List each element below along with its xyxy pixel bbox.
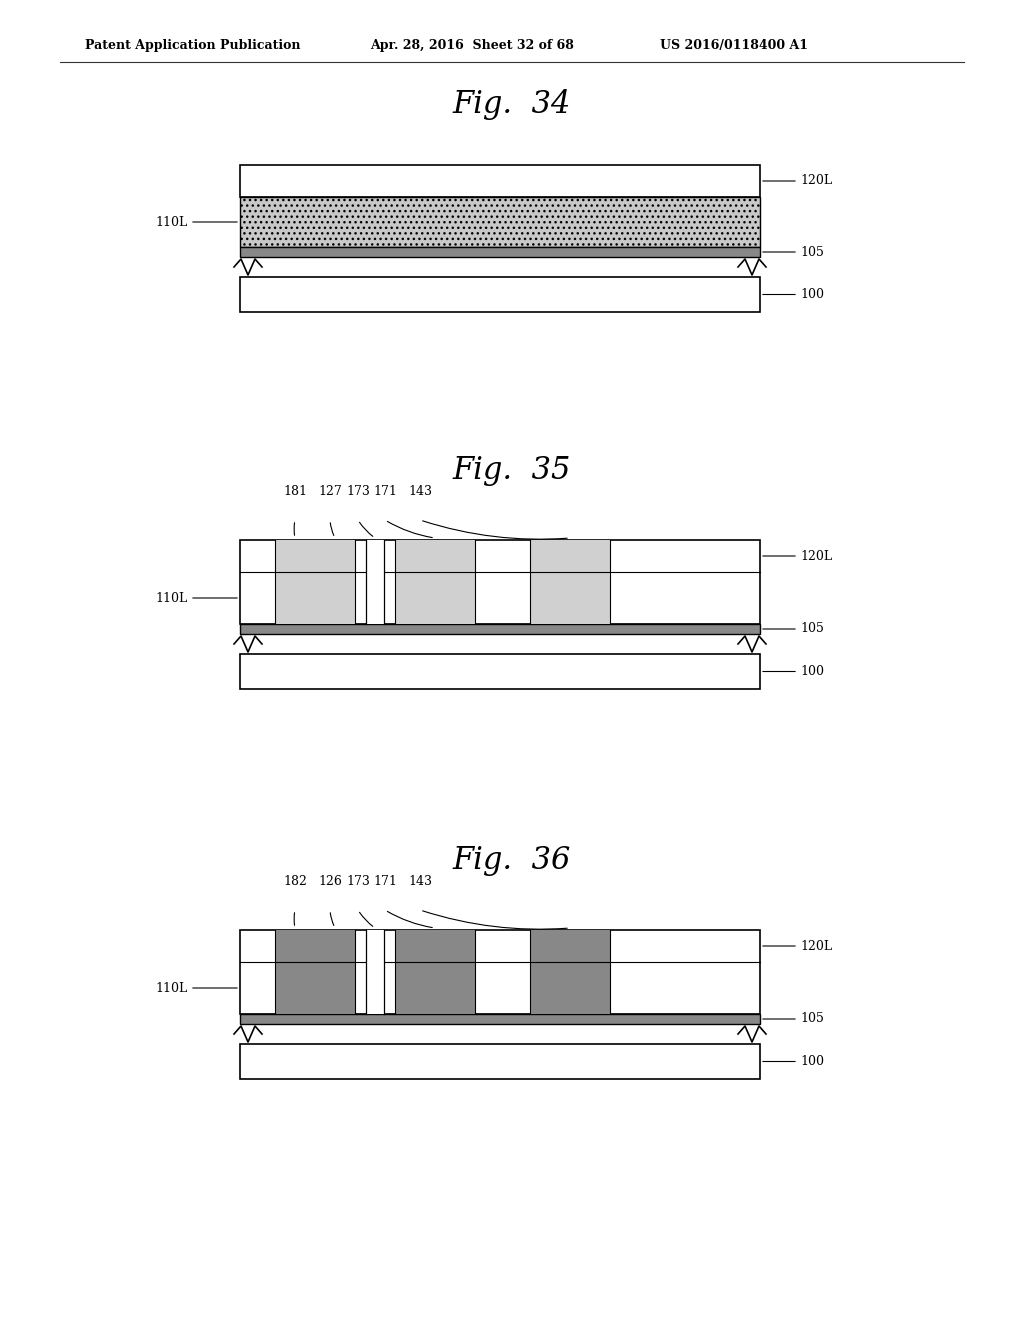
Bar — [240, 1014, 760, 1024]
Text: 171: 171 — [373, 484, 397, 498]
Text: 120L: 120L — [800, 549, 833, 562]
Text: 173: 173 — [346, 875, 370, 888]
Bar — [395, 931, 475, 1014]
Bar — [366, 931, 384, 1014]
Bar — [240, 197, 760, 247]
Text: 120L: 120L — [800, 940, 833, 953]
Text: 126: 126 — [318, 875, 342, 888]
Text: 110L: 110L — [156, 591, 188, 605]
Bar — [530, 540, 610, 624]
Bar — [240, 165, 760, 197]
Text: 181: 181 — [283, 484, 307, 498]
Text: 100: 100 — [800, 1055, 824, 1068]
Text: 105: 105 — [800, 1012, 824, 1026]
Text: Patent Application Publication: Patent Application Publication — [85, 38, 300, 51]
Text: 143: 143 — [408, 484, 432, 498]
Text: 173: 173 — [346, 484, 370, 498]
Text: Apr. 28, 2016  Sheet 32 of 68: Apr. 28, 2016 Sheet 32 of 68 — [370, 38, 573, 51]
Text: 100: 100 — [800, 665, 824, 678]
Bar — [240, 1044, 760, 1078]
Text: 100: 100 — [800, 288, 824, 301]
Bar — [395, 540, 475, 624]
Bar — [275, 931, 355, 1014]
Text: 171: 171 — [373, 875, 397, 888]
Text: 110L: 110L — [156, 215, 188, 228]
Bar — [240, 277, 760, 312]
Text: 182: 182 — [283, 875, 307, 888]
Bar — [366, 540, 384, 624]
Text: Fig.  36: Fig. 36 — [453, 845, 571, 875]
Text: 105: 105 — [800, 623, 824, 635]
Text: Fig.  35: Fig. 35 — [453, 454, 571, 486]
Text: Fig.  34: Fig. 34 — [453, 90, 571, 120]
Bar — [275, 540, 355, 624]
Bar — [240, 624, 760, 634]
Text: 105: 105 — [800, 246, 824, 259]
Bar — [240, 653, 760, 689]
Text: 127: 127 — [318, 484, 342, 498]
Text: US 2016/0118400 A1: US 2016/0118400 A1 — [660, 38, 808, 51]
Bar — [240, 931, 760, 1014]
Text: 120L: 120L — [800, 174, 833, 187]
Text: 143: 143 — [408, 875, 432, 888]
Bar — [240, 247, 760, 257]
Bar — [530, 931, 610, 1014]
Text: 110L: 110L — [156, 982, 188, 994]
Bar — [240, 540, 760, 624]
